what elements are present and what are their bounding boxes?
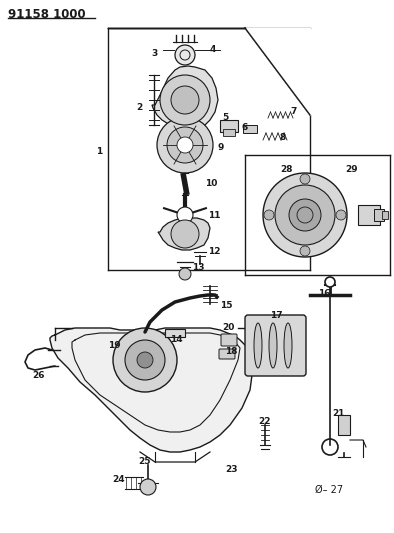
- Text: 25: 25: [138, 457, 151, 466]
- Circle shape: [300, 174, 310, 184]
- Bar: [220, 120, 238, 132]
- Text: 17: 17: [270, 311, 282, 319]
- Bar: [374, 209, 384, 221]
- Text: 91158 1000: 91158 1000: [8, 8, 85, 21]
- Bar: [243, 125, 257, 133]
- Circle shape: [325, 277, 335, 287]
- Text: 13: 13: [192, 262, 204, 271]
- Text: 3: 3: [152, 49, 158, 58]
- Text: 28: 28: [280, 166, 292, 174]
- Bar: [338, 415, 350, 435]
- Text: 10: 10: [205, 179, 217, 188]
- Bar: [358, 205, 380, 225]
- Circle shape: [175, 45, 195, 65]
- Polygon shape: [158, 218, 210, 250]
- Text: 8: 8: [280, 133, 286, 142]
- Text: 12: 12: [208, 247, 221, 256]
- Circle shape: [177, 137, 193, 153]
- Circle shape: [171, 86, 199, 114]
- Ellipse shape: [269, 323, 277, 368]
- Bar: [382, 211, 388, 219]
- Circle shape: [275, 185, 335, 245]
- Text: 23: 23: [225, 465, 238, 474]
- Text: 21: 21: [332, 408, 344, 417]
- Text: 14: 14: [170, 335, 183, 344]
- Text: 1: 1: [96, 148, 102, 157]
- FancyBboxPatch shape: [221, 334, 237, 346]
- Circle shape: [125, 340, 165, 380]
- Circle shape: [137, 352, 153, 368]
- Circle shape: [160, 75, 210, 125]
- Text: 16: 16: [318, 288, 331, 297]
- Bar: [165, 329, 185, 337]
- Text: 11: 11: [208, 211, 221, 220]
- Circle shape: [336, 210, 346, 220]
- Text: 9: 9: [218, 142, 224, 151]
- Circle shape: [140, 479, 156, 495]
- FancyBboxPatch shape: [245, 315, 306, 376]
- Circle shape: [167, 127, 203, 163]
- Text: 24: 24: [112, 475, 125, 484]
- Bar: [223, 129, 235, 136]
- Text: 22: 22: [258, 417, 271, 426]
- Ellipse shape: [284, 323, 292, 368]
- Circle shape: [177, 207, 193, 223]
- Text: 4: 4: [210, 45, 216, 54]
- Text: 2: 2: [137, 103, 143, 112]
- Text: Ø– 27: Ø– 27: [315, 485, 343, 495]
- Text: 18: 18: [225, 348, 238, 357]
- Text: 6: 6: [242, 123, 248, 132]
- Polygon shape: [152, 66, 218, 130]
- Circle shape: [113, 328, 177, 392]
- Text: 15: 15: [220, 301, 232, 310]
- Circle shape: [289, 199, 321, 231]
- Polygon shape: [245, 28, 310, 115]
- Text: 19: 19: [108, 341, 121, 350]
- Ellipse shape: [254, 323, 262, 368]
- Text: 5: 5: [222, 114, 228, 123]
- Text: 26: 26: [32, 370, 45, 379]
- Circle shape: [263, 173, 347, 257]
- Circle shape: [179, 268, 191, 280]
- Circle shape: [264, 210, 274, 220]
- Circle shape: [157, 117, 213, 173]
- Text: 7: 7: [290, 108, 296, 117]
- Text: 20: 20: [222, 322, 234, 332]
- Circle shape: [171, 220, 199, 248]
- Text: 29: 29: [345, 166, 358, 174]
- FancyBboxPatch shape: [219, 349, 235, 359]
- Polygon shape: [50, 328, 252, 452]
- Circle shape: [300, 246, 310, 256]
